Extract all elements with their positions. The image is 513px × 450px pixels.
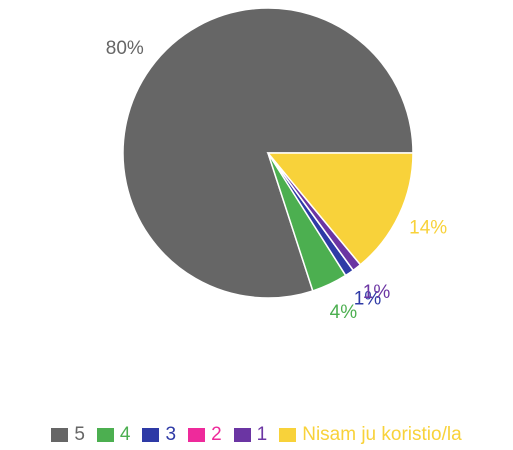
data-label: 14% xyxy=(409,217,447,238)
legend-swatch xyxy=(279,428,297,442)
legend-item: 4 xyxy=(96,424,131,446)
legend-label: Nisam ju koristio/la xyxy=(302,424,462,445)
data-label: 4% xyxy=(330,302,358,323)
legend-item: 3 xyxy=(142,424,176,446)
legend: 5 4 3 2 1 Nisam ju koristio/la xyxy=(0,424,513,446)
legend-swatch xyxy=(233,428,251,442)
legend-item: 2 xyxy=(188,424,222,446)
legend-label: 3 xyxy=(165,424,177,445)
legend-label: 1 xyxy=(256,424,268,445)
legend-label: 2 xyxy=(211,424,222,445)
legend-swatch xyxy=(142,428,160,442)
legend-label: 5 xyxy=(74,424,85,445)
data-label: 1% xyxy=(354,288,382,309)
legend-swatch xyxy=(96,428,114,442)
legend-swatch xyxy=(51,428,69,442)
legend-item: Nisam ju koristio/la xyxy=(279,424,462,446)
legend-item: 1 xyxy=(233,424,268,446)
legend-swatch xyxy=(188,428,206,442)
legend-label: 4 xyxy=(119,424,131,445)
pie-area: 80% 4%1%1% 14% xyxy=(106,7,447,323)
legend-item: 5 xyxy=(51,424,85,446)
pie-slice xyxy=(266,152,414,266)
data-label: 1% xyxy=(363,282,391,303)
data-label: 80% xyxy=(106,38,144,59)
